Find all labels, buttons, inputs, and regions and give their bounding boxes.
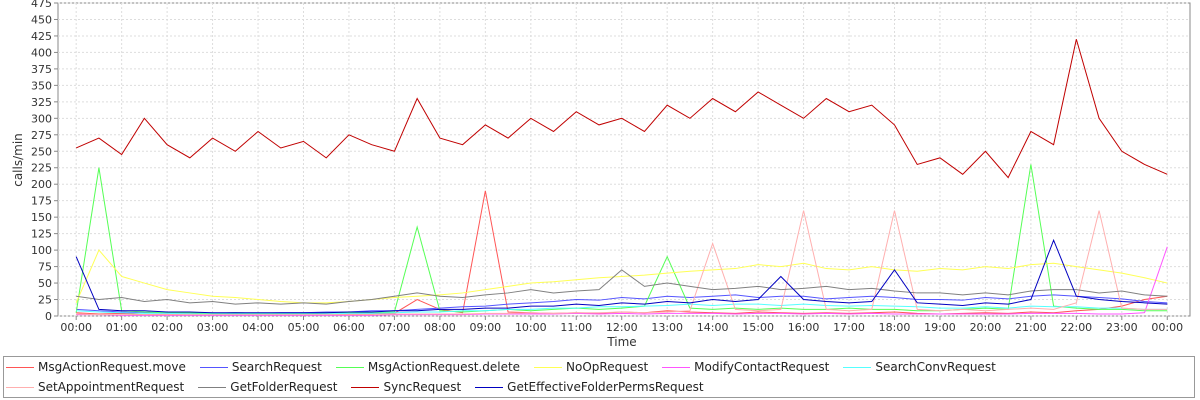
y-tick-label: 400 xyxy=(31,46,52,59)
x-tick-label: 20:00 xyxy=(970,321,1002,334)
y-tick-label: 200 xyxy=(31,178,52,191)
legend-label: SyncRequest xyxy=(383,380,462,394)
x-tick-label: 17:00 xyxy=(833,321,865,334)
y-tick-label: 225 xyxy=(31,162,52,175)
legend-label: MsgActionRequest.move xyxy=(38,360,186,374)
legend-swatch xyxy=(6,366,34,368)
legend-swatch xyxy=(6,386,34,388)
series-line xyxy=(75,238,1168,314)
legend: MsgActionRequest.move SearchRequest MsgAct… xyxy=(3,356,1195,398)
x-tick-label: 19:00 xyxy=(924,321,956,334)
legend-swatch xyxy=(662,366,691,368)
series-line xyxy=(75,164,1168,314)
y-tick-label: 325 xyxy=(31,96,52,109)
y-tick-label: 75 xyxy=(38,261,52,274)
y-tick-label: 275 xyxy=(31,129,52,142)
legend-item: ModifyContactRequest xyxy=(660,358,829,376)
x-tick-label: 11:00 xyxy=(560,321,592,334)
series-line xyxy=(75,249,1168,304)
legend-item: SyncRequest xyxy=(349,378,461,396)
legend-label: SearchRequest xyxy=(231,360,322,374)
x-tick-label: 15:00 xyxy=(742,321,774,334)
legend-swatch xyxy=(351,386,380,388)
y-tick-label: 25 xyxy=(38,294,52,307)
legend-label: ModifyContactRequest xyxy=(694,360,830,374)
legend-label: SetAppointmentRequest xyxy=(38,380,185,394)
legend-swatch xyxy=(843,366,872,368)
x-tick-label: 05:00 xyxy=(288,321,320,334)
legend-item: GetFolderRequest xyxy=(196,378,337,396)
x-tick-label: 12:00 xyxy=(606,321,638,334)
x-tick-label: 03:00 xyxy=(197,321,229,334)
series-line xyxy=(76,303,1168,315)
x-tick-label: 07:00 xyxy=(379,321,411,334)
legend-swatch xyxy=(534,366,563,368)
y-tick-label: 425 xyxy=(31,30,52,43)
y-tick-label: 300 xyxy=(31,112,52,125)
x-tick-label: 08:00 xyxy=(424,321,456,334)
legend-item: SearchRequest xyxy=(198,358,322,376)
y-tick-label: 100 xyxy=(31,244,52,257)
y-tick-label: 450 xyxy=(31,13,52,26)
y-tick-label: 150 xyxy=(31,211,52,224)
x-tick-label: 21:00 xyxy=(1015,321,1047,334)
y-tick-label: 125 xyxy=(31,228,52,241)
y-tick-label: 350 xyxy=(31,79,52,92)
chart: calls/min Time 0 25 50 75 100 125 150 175 200 225… xyxy=(11,0,1191,349)
x-tick-label: 13:00 xyxy=(651,321,683,334)
series-line xyxy=(76,269,1168,305)
legend-item: SearchConvRequest xyxy=(841,358,996,376)
x-tick-label: 06:00 xyxy=(333,321,365,334)
legend-swatch xyxy=(198,386,227,388)
x-tick-label: 14:00 xyxy=(697,321,729,334)
y-axis-label: calls/min xyxy=(11,133,25,187)
x-tick-label: 09:00 xyxy=(469,321,501,334)
legend-label: GetEffectiveFolderPermsRequest xyxy=(507,380,704,394)
legend-swatch xyxy=(335,366,364,368)
series-line xyxy=(76,210,1168,316)
y-tick-label: 0 xyxy=(45,310,52,323)
y-tick-label: 250 xyxy=(31,145,52,158)
legend-item: MsgActionRequest.delete xyxy=(334,358,520,376)
y-tick-label: 175 xyxy=(31,195,52,208)
legend-swatch xyxy=(475,386,504,388)
x-tick-label: 16:00 xyxy=(788,321,820,334)
x-tick-label: 22:00 xyxy=(1060,321,1092,334)
plot-area xyxy=(57,2,1191,317)
x-tick-label: 01:00 xyxy=(106,321,138,334)
legend-label: SearchConvRequest xyxy=(875,360,996,374)
y-tick-label: 375 xyxy=(31,63,52,76)
x-tick-label: 10:00 xyxy=(515,321,547,334)
legend-item: GetEffectiveFolderPermsRequest xyxy=(473,378,704,396)
x-tick-label: 18:00 xyxy=(879,321,911,334)
x-tick-label: 23:00 xyxy=(1106,321,1138,334)
x-axis-label: Time xyxy=(606,335,636,349)
legend-item: NoOpRequest xyxy=(532,358,648,376)
legend-item: MsgActionRequest.move xyxy=(4,358,186,376)
x-tick-label: 04:00 xyxy=(242,321,274,334)
series-line xyxy=(75,39,1168,179)
series-line xyxy=(76,246,1168,316)
legend-item: SetAppointmentRequest xyxy=(4,378,184,396)
legend-label: GetFolderRequest xyxy=(230,380,338,394)
x-tick-label: 02:00 xyxy=(151,321,183,334)
x-tick-label: 00:00 xyxy=(1151,321,1183,334)
legend-label: MsgActionRequest.delete xyxy=(367,360,521,374)
x-tick-label: 00:00 xyxy=(60,321,92,334)
legend-swatch xyxy=(199,366,228,368)
legend-label: NoOpRequest xyxy=(566,360,649,374)
y-tick-label: 475 xyxy=(31,0,52,10)
y-tick-label: 50 xyxy=(38,277,52,290)
